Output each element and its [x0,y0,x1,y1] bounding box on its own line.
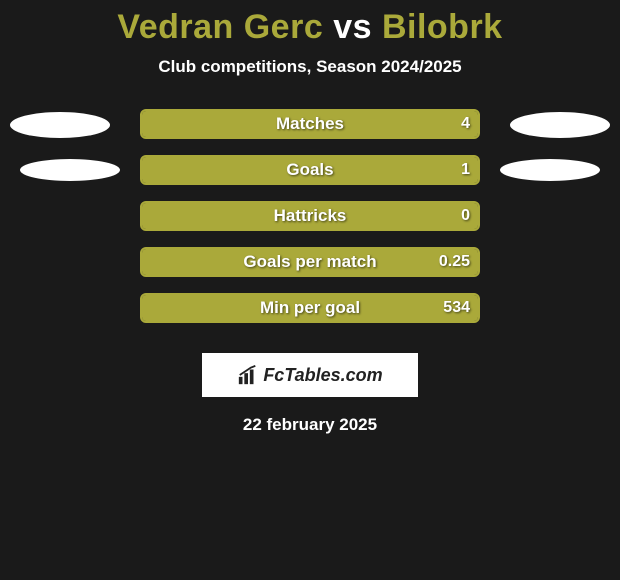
bar-wrap [140,201,480,231]
page-title: Vedran Gerc vs Bilobrk [0,8,620,47]
subtitle: Club competitions, Season 2024/2025 [0,57,620,77]
logo-text: FcTables.com [237,364,382,386]
logo-box: FcTables.com [202,353,418,397]
bar-fill [142,157,478,183]
stat-rows: Matches4Goals1Hattricks0Goals per match0… [0,109,620,339]
stat-row: Goals1 [0,155,620,201]
stat-row: Matches4 [0,109,620,155]
player1-name: Vedran Gerc [117,8,323,46]
stat-row: Hattricks0 [0,201,620,247]
stat-row: Min per goal534 [0,293,620,339]
right-ellipse [510,112,610,138]
bar-fill [142,295,478,321]
bar-fill [142,249,478,275]
bar-fill [142,111,478,137]
player2-name: Bilobrk [382,8,503,46]
bar-wrap [140,247,480,277]
stat-row: Goals per match0.25 [0,247,620,293]
date-text: 22 february 2025 [0,415,620,435]
logo-label: FcTables.com [263,365,382,386]
bar-wrap [140,155,480,185]
bar-wrap [140,109,480,139]
bar-fill [142,203,478,229]
vs-text: vs [333,8,372,46]
bar-wrap [140,293,480,323]
infographic-container: Vedran Gerc vs Bilobrk Club competitions… [0,0,620,435]
chart-icon [237,364,259,386]
right-ellipse [500,159,600,181]
left-ellipse [10,112,110,138]
left-ellipse [20,159,120,181]
